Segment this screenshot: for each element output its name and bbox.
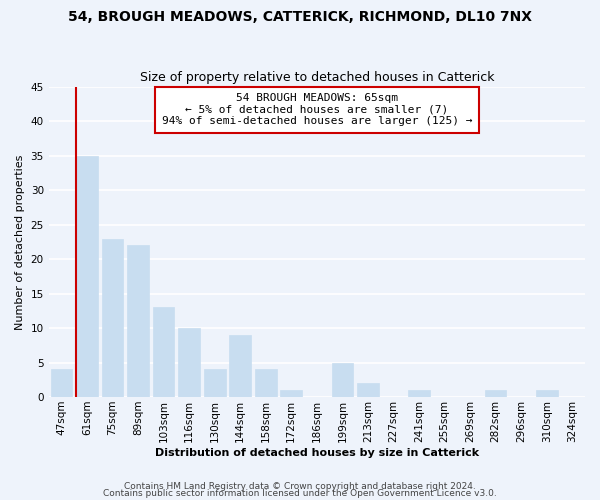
Text: 54, BROUGH MEADOWS, CATTERICK, RICHMOND, DL10 7NX: 54, BROUGH MEADOWS, CATTERICK, RICHMOND,… — [68, 10, 532, 24]
Bar — [101, 238, 124, 397]
Bar — [153, 308, 175, 397]
Bar — [76, 156, 98, 397]
Bar — [408, 390, 430, 397]
Bar — [280, 390, 302, 397]
X-axis label: Distribution of detached houses by size in Catterick: Distribution of detached houses by size … — [155, 448, 479, 458]
Y-axis label: Number of detached properties: Number of detached properties — [15, 154, 25, 330]
Bar — [127, 246, 149, 397]
Text: Contains public sector information licensed under the Open Government Licence v3: Contains public sector information licen… — [103, 490, 497, 498]
Bar — [229, 335, 251, 397]
Bar — [332, 362, 353, 397]
Text: 54 BROUGH MEADOWS: 65sqm
← 5% of detached houses are smaller (7)
94% of semi-det: 54 BROUGH MEADOWS: 65sqm ← 5% of detache… — [161, 94, 472, 126]
Bar — [357, 384, 379, 397]
Title: Size of property relative to detached houses in Catterick: Size of property relative to detached ho… — [140, 72, 494, 85]
Bar — [178, 328, 200, 397]
Bar — [255, 370, 277, 397]
Bar — [536, 390, 557, 397]
Bar — [204, 370, 226, 397]
Text: Contains HM Land Registry data © Crown copyright and database right 2024.: Contains HM Land Registry data © Crown c… — [124, 482, 476, 491]
Bar — [50, 370, 72, 397]
Bar — [485, 390, 506, 397]
